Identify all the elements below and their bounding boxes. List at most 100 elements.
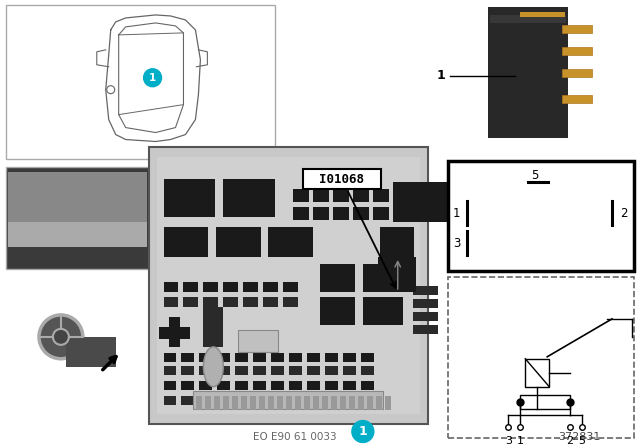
Bar: [304, 396, 310, 409]
Bar: [343, 381, 356, 390]
Bar: [271, 366, 284, 375]
Bar: [182, 396, 195, 405]
Bar: [413, 286, 438, 295]
Bar: [361, 396, 374, 405]
Bar: [218, 396, 230, 405]
Text: 1: 1: [517, 435, 524, 445]
Bar: [236, 396, 248, 405]
Bar: [378, 257, 415, 292]
Bar: [6, 5, 275, 159]
Bar: [218, 366, 230, 375]
Bar: [490, 15, 566, 23]
Bar: [164, 227, 209, 257]
Bar: [385, 396, 391, 409]
Bar: [343, 353, 356, 362]
Bar: [232, 396, 238, 409]
Bar: [333, 207, 349, 220]
Bar: [263, 297, 278, 307]
Bar: [325, 366, 338, 375]
Bar: [488, 7, 568, 138]
Bar: [250, 396, 256, 409]
Bar: [313, 190, 329, 202]
Text: 1: 1: [149, 73, 156, 83]
Bar: [253, 353, 266, 362]
Bar: [243, 297, 258, 307]
Text: 3: 3: [453, 237, 461, 250]
Bar: [289, 396, 302, 405]
Bar: [313, 207, 329, 220]
Text: 2: 2: [620, 207, 627, 220]
Bar: [164, 366, 177, 375]
Bar: [200, 353, 212, 362]
Text: 3: 3: [505, 435, 512, 445]
Bar: [520, 12, 565, 17]
Bar: [8, 172, 147, 227]
Bar: [307, 366, 320, 375]
Bar: [293, 190, 309, 202]
Bar: [8, 222, 147, 247]
Bar: [268, 396, 274, 409]
Bar: [182, 353, 195, 362]
Bar: [159, 327, 191, 339]
Bar: [286, 396, 292, 409]
Bar: [236, 381, 248, 390]
Bar: [164, 179, 215, 217]
Bar: [413, 299, 438, 308]
Bar: [562, 95, 592, 103]
Bar: [263, 282, 278, 292]
Bar: [271, 396, 284, 405]
Bar: [295, 396, 301, 409]
Circle shape: [352, 421, 374, 443]
Bar: [393, 182, 447, 222]
Text: 372831: 372831: [558, 431, 600, 442]
Bar: [253, 381, 266, 390]
Bar: [157, 157, 420, 414]
Bar: [182, 366, 195, 375]
Bar: [320, 264, 355, 292]
Bar: [293, 207, 309, 220]
Bar: [243, 282, 258, 292]
Bar: [320, 297, 355, 325]
Text: 5: 5: [532, 169, 539, 182]
Bar: [363, 264, 403, 292]
Text: 1: 1: [358, 425, 367, 438]
Bar: [343, 366, 356, 375]
Bar: [307, 396, 320, 405]
Bar: [376, 396, 382, 409]
Bar: [562, 47, 592, 55]
Bar: [259, 396, 265, 409]
Bar: [289, 353, 302, 362]
Bar: [373, 190, 388, 202]
Bar: [340, 396, 346, 409]
Circle shape: [39, 315, 83, 359]
Bar: [283, 282, 298, 292]
Bar: [223, 282, 238, 292]
Text: 5: 5: [579, 435, 586, 445]
Bar: [333, 190, 349, 202]
Circle shape: [107, 86, 115, 94]
Bar: [361, 353, 374, 362]
Bar: [148, 147, 428, 423]
Bar: [184, 282, 198, 292]
Bar: [66, 337, 116, 367]
Bar: [289, 366, 302, 375]
Bar: [168, 317, 180, 347]
Bar: [193, 391, 383, 409]
Text: EO E90 61 0033: EO E90 61 0033: [253, 431, 337, 442]
Bar: [214, 396, 220, 409]
Bar: [367, 396, 373, 409]
Text: 1: 1: [453, 207, 461, 220]
Bar: [6, 168, 148, 269]
Bar: [361, 366, 374, 375]
Bar: [223, 396, 229, 409]
Bar: [380, 227, 413, 257]
Bar: [218, 353, 230, 362]
Bar: [562, 69, 592, 77]
Bar: [253, 396, 266, 405]
Bar: [236, 353, 248, 362]
Bar: [325, 381, 338, 390]
Bar: [218, 381, 230, 390]
Bar: [268, 227, 313, 257]
Bar: [413, 325, 438, 334]
Bar: [216, 227, 261, 257]
